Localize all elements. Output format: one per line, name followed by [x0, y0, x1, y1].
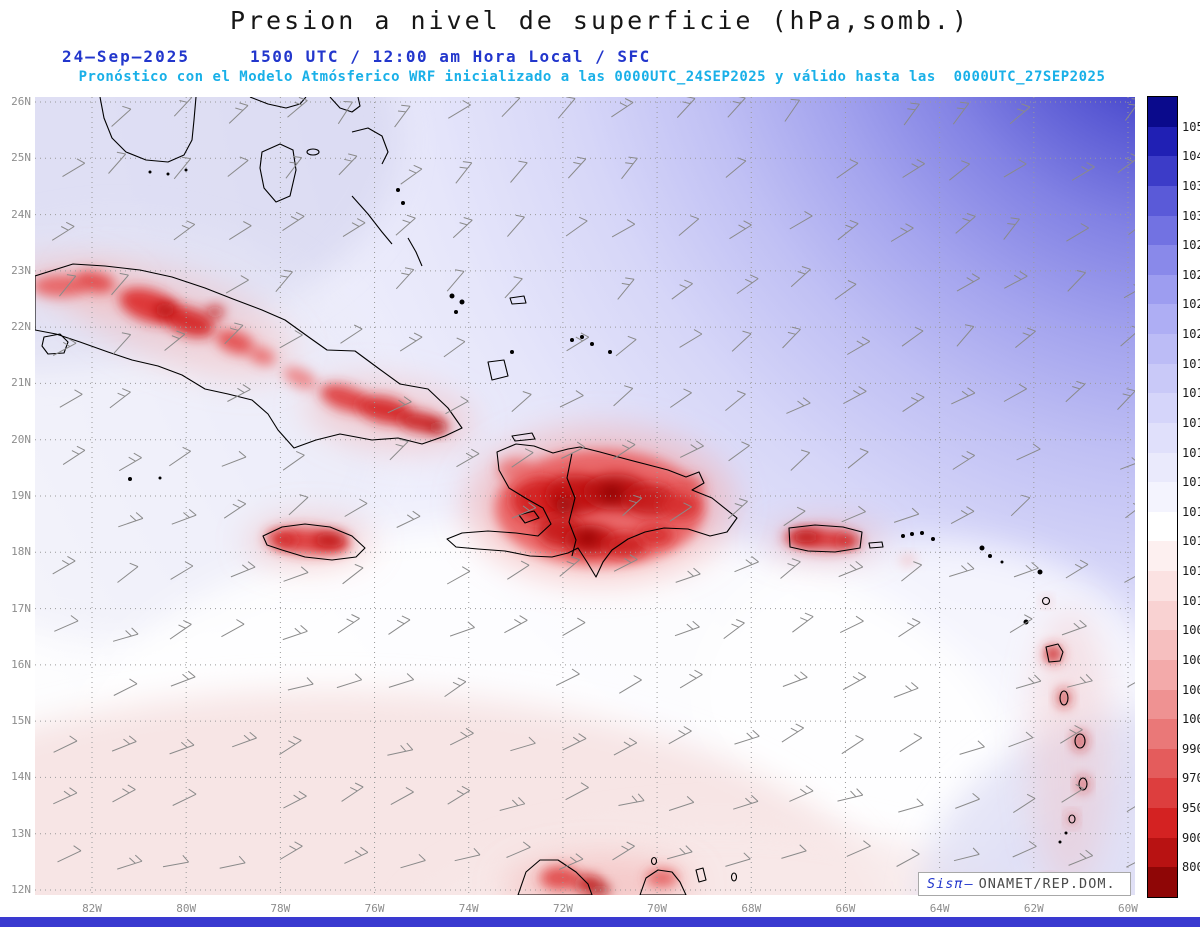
lat-tick-label: 18N: [11, 545, 31, 559]
colorbar-segment: [1148, 867, 1177, 897]
colorbar-level-label: 1020: [1182, 327, 1200, 342]
colorbar-level-label: 1050: [1182, 119, 1200, 134]
model-info-line: Pronóstico con el Modelo Atmósferico WRF…: [78, 69, 1106, 85]
colorbar-segment: [1148, 837, 1177, 868]
colorbar-segment: [1148, 97, 1177, 128]
colorbar-level-label: 1019: [1182, 356, 1200, 371]
lat-tick-label: 19N: [11, 488, 31, 502]
colorbar-segment: [1148, 748, 1177, 780]
colorbar-segment: [1148, 126, 1177, 157]
colorbar-segment: [1148, 778, 1177, 809]
lat-tick-label: 13N: [11, 826, 31, 840]
colorbar-level-label: 1040: [1182, 149, 1200, 164]
colorbar-segment: [1148, 452, 1177, 483]
colorbar-level-label: 1015: [1182, 475, 1200, 490]
lon-tick-label: 82W: [82, 902, 102, 915]
colorbar-segment: [1148, 393, 1177, 424]
lat-tick-label: 20N: [11, 432, 31, 446]
colorbar-level-label: 800: [1182, 860, 1200, 875]
lon-tick-label: 66W: [835, 902, 856, 915]
bottom-bar: [0, 917, 1200, 927]
lat-tick-label: 21N: [11, 376, 31, 390]
colorbar-segment: [1148, 719, 1177, 750]
colorbar-segment: [1148, 808, 1177, 839]
colorbar-segment: [1148, 215, 1177, 246]
colorbar-segment: [1148, 600, 1177, 631]
lat-tick-label: 17N: [11, 601, 31, 615]
lat-tick-label: 14N: [11, 770, 31, 784]
colorbar-level-label: 950: [1182, 801, 1200, 816]
lat-tick-label: 16N: [11, 657, 31, 671]
lon-tick-label: 62W: [1023, 902, 1044, 915]
lon-tick-label: 74W: [458, 902, 479, 915]
lat-tick-label: 24N: [11, 207, 31, 221]
watermark-brand: Sisπ: [927, 876, 964, 892]
lon-tick-label: 60W: [1118, 902, 1138, 915]
colorbar-segment: [1148, 304, 1177, 335]
colorbar-level-label: 1017: [1182, 415, 1200, 430]
forecast-date-label: 24–Sep–2025: [62, 47, 190, 66]
colorbar-segment: [1148, 156, 1177, 187]
colorbar-segment: [1148, 630, 1177, 661]
lon-tick-label: 80W: [176, 902, 197, 915]
colorbar-segment: [1148, 689, 1177, 720]
colorbar-level-label: 1000: [1182, 712, 1200, 727]
colorbar-segment: [1148, 422, 1177, 454]
lat-tick-label: 23N: [11, 263, 31, 277]
colorbar-level-label: 1022: [1182, 297, 1200, 312]
colorbar-level-label: 1018: [1182, 386, 1200, 401]
colorbar-segment: [1148, 482, 1177, 513]
lon-tick-label: 72W: [552, 902, 573, 915]
lon-tick-label: 76W: [364, 902, 385, 915]
lon-tick-label: 68W: [741, 902, 762, 915]
colorbar-level-label: 1013: [1182, 534, 1200, 549]
colorbar-level-label: 1012: [1182, 564, 1200, 579]
colorbar-level-label: 1030: [1182, 208, 1200, 223]
colorbar-level-label: 1035: [1182, 178, 1200, 193]
colorbar-level-label: 1006: [1182, 652, 1200, 667]
colorbar-level-label: 970: [1182, 771, 1200, 786]
colorbar-level-label: 1014: [1182, 504, 1200, 519]
colorbar-segment: [1148, 274, 1177, 305]
lon-tick-label: 64W: [929, 902, 950, 915]
colorbar-segment: [1148, 363, 1177, 394]
lat-tick-label: 12N: [11, 882, 31, 896]
colorbar-level-label: 1028: [1182, 238, 1200, 253]
colorbar-level-label: 1002: [1182, 682, 1200, 697]
colorbar-segment: [1148, 185, 1177, 217]
colorbar-segment: [1148, 334, 1177, 365]
colorbar-segment: [1148, 659, 1177, 691]
valid-time-label: 1500 UTC / 12:00 am Hora Local / SFC: [250, 47, 651, 66]
colorbar-level-label: 1016: [1182, 445, 1200, 460]
colorbar: [1147, 96, 1178, 898]
colorbar-level-label: 1025: [1182, 267, 1200, 282]
colorbar-segment: [1148, 571, 1177, 602]
watermark-box: Sisπ – ONAMET/REP.DOM.: [918, 872, 1131, 896]
lon-tick-label: 70W: [647, 902, 668, 915]
colorbar-level-label: 1008: [1182, 623, 1200, 638]
watermark-dash: –: [964, 876, 974, 892]
colorbar-segment: [1148, 245, 1177, 276]
lat-tick-label: 15N: [11, 714, 31, 728]
colorbar-level-label: 900: [1182, 830, 1200, 845]
watermark-org: ONAMET/REP.DOM.: [978, 876, 1116, 892]
colorbar-segment: [1148, 511, 1177, 543]
lat-tick-label: 25N: [11, 151, 31, 165]
lat-tick-label: 22N: [11, 320, 31, 334]
chart-title: Presion a nivel de superficie (hPa,somb.…: [229, 6, 971, 35]
lon-tick-label: 78W: [270, 902, 291, 915]
lat-tick-label: 26N: [11, 95, 31, 108]
colorbar-level-label: 990: [1182, 741, 1200, 756]
colorbar-segment: [1148, 541, 1177, 572]
